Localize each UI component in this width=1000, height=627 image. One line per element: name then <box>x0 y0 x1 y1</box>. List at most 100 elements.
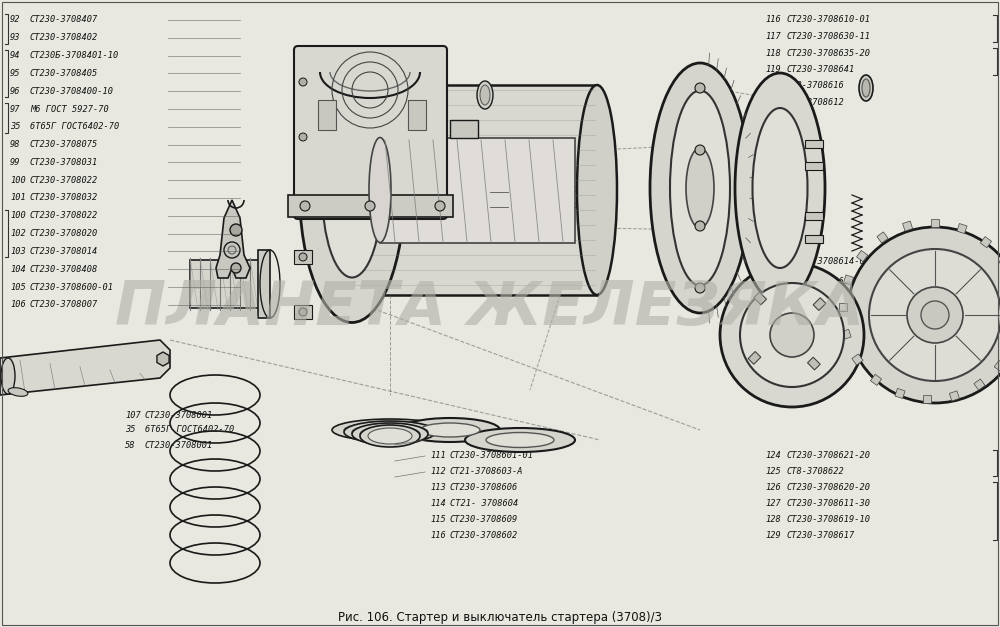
Bar <box>844 275 854 285</box>
Text: 112: 112 <box>430 468 446 477</box>
Text: СТ230-3708601-01: СТ230-3708601-01 <box>450 451 534 460</box>
Text: М6 ГОСТ 5927-70: М6 ГОСТ 5927-70 <box>30 105 109 113</box>
Circle shape <box>695 283 705 293</box>
Text: СТ21- 3708604: СТ21- 3708604 <box>450 500 518 508</box>
Text: Рис. 106. Стартер и выключатель стартера (3708)/3: Рис. 106. Стартер и выключатель стартера… <box>338 611 662 623</box>
Text: 106: 106 <box>10 300 26 309</box>
Text: СТ230-3708075: СТ230-3708075 <box>30 140 98 149</box>
Text: 115: 115 <box>430 515 446 525</box>
Bar <box>805 140 823 148</box>
Text: 102: 102 <box>10 229 26 238</box>
Circle shape <box>695 221 705 231</box>
Bar <box>931 219 939 227</box>
Text: СТ8-3708612: СТ8-3708612 <box>787 98 845 107</box>
Text: 113: 113 <box>430 483 446 492</box>
Text: 101: 101 <box>10 194 26 203</box>
Text: 128: 128 <box>765 515 781 524</box>
Text: СТ230-3708609: СТ230-3708609 <box>450 515 518 525</box>
Text: 103: 103 <box>10 247 26 256</box>
Text: СТ230-3708001: СТ230-3708001 <box>145 441 213 450</box>
Text: СТ230-3708014: СТ230-3708014 <box>30 247 98 256</box>
Ellipse shape <box>352 423 428 445</box>
Bar <box>808 357 820 370</box>
Text: 126: 126 <box>765 483 781 492</box>
Ellipse shape <box>477 81 493 109</box>
Ellipse shape <box>420 423 480 437</box>
Circle shape <box>435 201 445 211</box>
Bar <box>841 329 851 339</box>
Text: СТ230-3708600-01: СТ230-3708600-01 <box>30 283 114 292</box>
Text: СТ230-3708402: СТ230-3708402 <box>30 33 98 42</box>
Bar <box>352 85 597 295</box>
Ellipse shape <box>480 85 490 105</box>
Bar <box>813 298 826 310</box>
Text: СТ230-3708611-30: СТ230-3708611-30 <box>787 498 871 507</box>
Text: 118: 118 <box>765 48 781 58</box>
Text: 93: 93 <box>10 33 20 42</box>
Ellipse shape <box>300 58 404 322</box>
Text: 100: 100 <box>10 176 26 185</box>
Text: СТ230Б-3708401-10: СТ230Б-3708401-10 <box>30 51 119 60</box>
Ellipse shape <box>486 433 554 448</box>
Text: 107: 107 <box>125 411 141 419</box>
Ellipse shape <box>1 358 15 394</box>
Text: СТ230-3708400-10: СТ230-3708400-10 <box>30 87 114 96</box>
Text: 124: 124 <box>765 451 781 460</box>
Text: 114: 114 <box>430 500 446 508</box>
Text: СТ230-3708641: СТ230-3708641 <box>787 65 855 74</box>
Text: 104: 104 <box>10 265 26 274</box>
Text: 94: 94 <box>10 51 20 60</box>
Ellipse shape <box>862 79 870 97</box>
Text: 127: 127 <box>765 498 781 507</box>
Text: СТ230-3708007: СТ230-3708007 <box>30 300 98 309</box>
Ellipse shape <box>344 422 436 438</box>
Text: 121: 121 <box>765 98 781 107</box>
Bar <box>748 352 761 364</box>
Bar <box>318 100 336 130</box>
Polygon shape <box>216 200 250 278</box>
Circle shape <box>299 253 307 261</box>
Text: 125: 125 <box>765 466 781 475</box>
Ellipse shape <box>344 421 436 443</box>
Text: СТ230-3708408: СТ230-3708408 <box>30 265 98 274</box>
Bar <box>754 292 766 305</box>
Bar <box>294 130 312 144</box>
Bar <box>294 250 312 264</box>
Circle shape <box>299 78 307 86</box>
Text: СТ230-3708607: СТ230-3708607 <box>450 436 518 445</box>
Text: 122: 122 <box>765 258 781 266</box>
Text: СТ230-3708619-10: СТ230-3708619-10 <box>787 515 871 524</box>
Text: СТ230-3708602: СТ230-3708602 <box>450 532 518 540</box>
Circle shape <box>921 301 949 329</box>
Bar <box>408 100 426 130</box>
Text: СТ230-3708635-20: СТ230-3708635-20 <box>787 48 871 58</box>
Ellipse shape <box>650 63 750 313</box>
Circle shape <box>720 263 864 407</box>
Bar <box>380 138 575 243</box>
Text: 120: 120 <box>765 82 781 90</box>
Bar <box>190 260 260 308</box>
Text: 99: 99 <box>10 158 20 167</box>
Text: 110: 110 <box>430 436 446 445</box>
Bar <box>857 250 868 261</box>
Text: 35: 35 <box>10 122 20 131</box>
Bar <box>895 388 905 399</box>
Circle shape <box>695 83 705 93</box>
Ellipse shape <box>360 426 420 442</box>
Circle shape <box>847 227 1000 403</box>
Text: 35: 35 <box>125 426 136 435</box>
Text: 95: 95 <box>10 69 20 78</box>
Ellipse shape <box>670 90 730 285</box>
Circle shape <box>365 201 375 211</box>
Text: 129: 129 <box>765 530 781 539</box>
Ellipse shape <box>368 428 412 444</box>
FancyBboxPatch shape <box>294 46 447 219</box>
Circle shape <box>231 263 241 273</box>
Text: 117: 117 <box>765 32 781 41</box>
Circle shape <box>740 283 844 387</box>
Ellipse shape <box>753 108 808 268</box>
Text: СТ230-3708617: СТ230-3708617 <box>787 530 855 539</box>
Ellipse shape <box>735 73 825 303</box>
Bar <box>805 212 823 220</box>
Polygon shape <box>0 340 170 395</box>
